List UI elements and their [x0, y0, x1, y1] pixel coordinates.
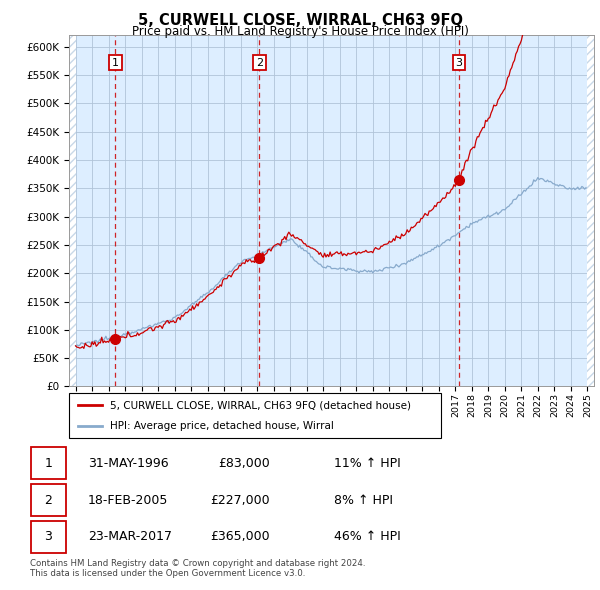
Text: This data is licensed under the Open Government Licence v3.0.: This data is licensed under the Open Gov…: [30, 569, 305, 578]
FancyBboxPatch shape: [31, 447, 67, 479]
Text: £83,000: £83,000: [218, 457, 270, 470]
Text: £227,000: £227,000: [211, 493, 270, 507]
Text: 1: 1: [112, 58, 119, 68]
Text: HPI: Average price, detached house, Wirral: HPI: Average price, detached house, Wirr…: [110, 421, 334, 431]
Text: 23-MAR-2017: 23-MAR-2017: [88, 530, 172, 543]
Text: 5, CURWELL CLOSE, WIRRAL, CH63 9FQ (detached house): 5, CURWELL CLOSE, WIRRAL, CH63 9FQ (deta…: [110, 400, 411, 410]
Text: 1: 1: [44, 457, 52, 470]
Text: 18-FEB-2005: 18-FEB-2005: [88, 493, 169, 507]
FancyBboxPatch shape: [31, 521, 67, 553]
Text: Contains HM Land Registry data © Crown copyright and database right 2024.: Contains HM Land Registry data © Crown c…: [30, 559, 365, 568]
Text: 2: 2: [256, 58, 263, 68]
Text: 3: 3: [44, 530, 52, 543]
Text: Price paid vs. HM Land Registry's House Price Index (HPI): Price paid vs. HM Land Registry's House …: [131, 25, 469, 38]
Text: 2: 2: [44, 493, 52, 507]
Text: 31-MAY-1996: 31-MAY-1996: [88, 457, 169, 470]
Text: 8% ↑ HPI: 8% ↑ HPI: [334, 493, 392, 507]
FancyBboxPatch shape: [69, 393, 441, 438]
FancyBboxPatch shape: [31, 484, 67, 516]
Text: 5, CURWELL CLOSE, WIRRAL, CH63 9FQ: 5, CURWELL CLOSE, WIRRAL, CH63 9FQ: [137, 13, 463, 28]
Text: 11% ↑ HPI: 11% ↑ HPI: [334, 457, 400, 470]
Text: 3: 3: [455, 58, 463, 68]
Text: £365,000: £365,000: [211, 530, 270, 543]
Text: 46% ↑ HPI: 46% ↑ HPI: [334, 530, 400, 543]
